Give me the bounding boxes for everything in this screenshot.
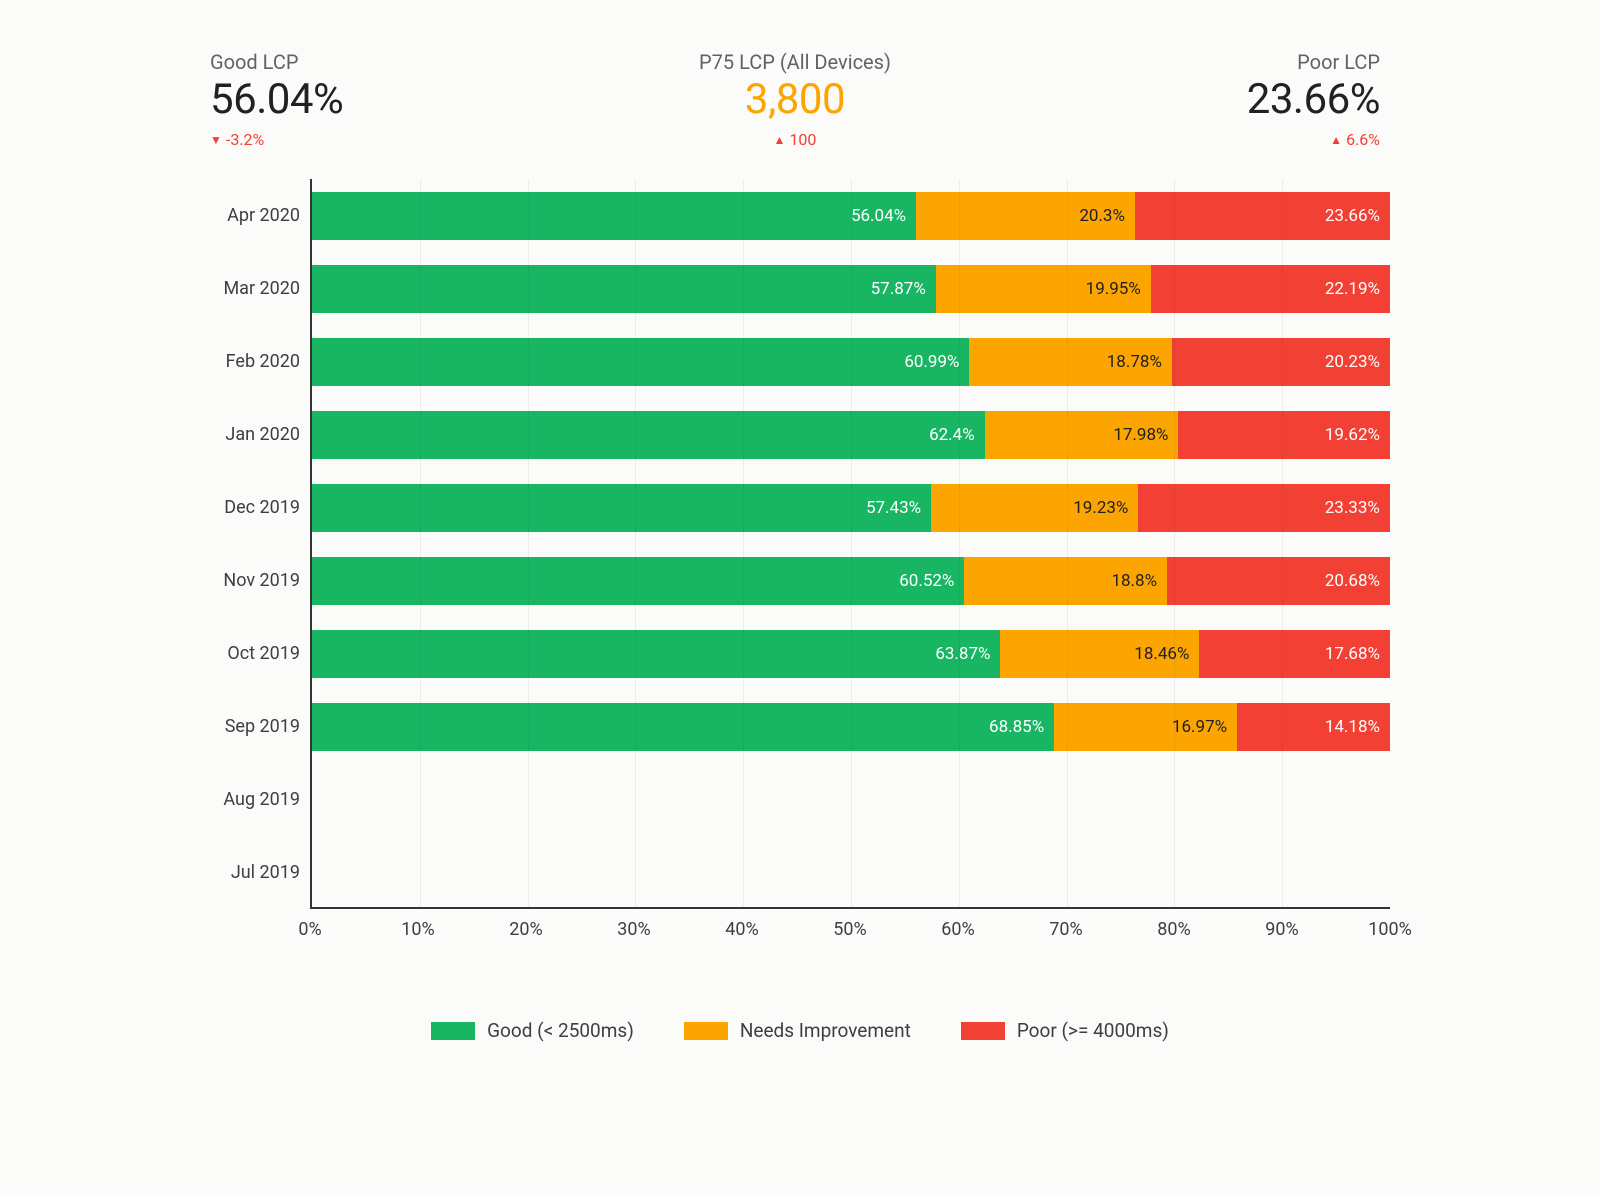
legend-item-good: Good (< 2500ms) (431, 1019, 634, 1042)
grid-line (1282, 179, 1283, 907)
metric-poor-lcp: Poor LCP 23.66% ▲ 6.6% (1247, 50, 1380, 149)
bar-segment-good: 57.87% (312, 265, 936, 313)
x-tick-label: 50% (833, 919, 866, 940)
metric-good-lcp: Good LCP 56.04% ▼ -3.2% (210, 50, 343, 149)
bar-segment-good: 60.99% (312, 338, 969, 386)
bar-segment-good: 57.43% (312, 484, 931, 532)
x-tick-label: 70% (1049, 919, 1082, 940)
bar-segment-needs: 16.97% (1054, 703, 1237, 751)
bar-segment-poor: 23.66% (1135, 192, 1390, 240)
bar-segment-poor: 17.68% (1199, 630, 1390, 678)
x-tick-label: 10% (401, 919, 434, 940)
y-tick-label: Feb 2020 (200, 351, 300, 372)
bar-segment-good: 62.4% (312, 411, 985, 459)
bar-segment-good: 56.04% (312, 192, 916, 240)
grid-line (1067, 179, 1068, 907)
bar-segment-poor: 20.68% (1167, 557, 1390, 605)
bar-segment-good: 68.85% (312, 703, 1054, 751)
metric-delta-value: 6.6% (1346, 130, 1380, 149)
legend-item-poor: Poor (>= 4000ms) (961, 1019, 1169, 1042)
bar-segment-good: 63.87% (312, 630, 1000, 678)
x-tick-label: 90% (1265, 919, 1298, 940)
metrics-row: Good LCP 56.04% ▼ -3.2% P75 LCP (All Dev… (210, 50, 1390, 149)
bar-segment-poor: 23.33% (1138, 484, 1389, 532)
x-tick-label: 80% (1157, 919, 1190, 940)
metric-delta: ▼ -3.2% (210, 130, 264, 149)
legend-item-needs: Needs Improvement (684, 1019, 911, 1042)
metric-delta-value: -3.2% (226, 130, 264, 149)
grid-line (851, 179, 852, 907)
legend-swatch (684, 1022, 728, 1040)
metric-delta-value: 100 (789, 130, 816, 149)
metric-title: Good LCP (210, 50, 298, 74)
bar-segment-poor: 20.23% (1172, 338, 1390, 386)
bar-segment-good: 60.52% (312, 557, 964, 605)
bar-segment-poor: 19.62% (1178, 411, 1390, 459)
metric-value: 56.04% (210, 76, 343, 124)
chart-legend: Good (< 2500ms) Needs Improvement Poor (>=… (210, 1019, 1390, 1042)
bar-segment-needs: 18.78% (969, 338, 1171, 386)
y-tick-label: Jan 2020 (200, 424, 300, 445)
bar-segment-needs: 19.95% (936, 265, 1151, 313)
bar-segment-poor: 22.19% (1151, 265, 1390, 313)
metric-value: 23.66% (1247, 76, 1380, 124)
legend-label: Needs Improvement (740, 1019, 911, 1042)
y-tick-label: Mar 2020 (200, 278, 300, 299)
metric-p75-lcp: P75 LCP (All Devices) 3,800 ▲ 100 (699, 50, 891, 149)
bar-segment-needs: 18.46% (1000, 630, 1199, 678)
bar-segment-poor: 14.18% (1237, 703, 1390, 751)
chart-x-axis: 0%10%20%30%40%50%60%70%80%90%100% (310, 909, 1390, 949)
grid-line (420, 179, 421, 907)
metric-delta: ▲ 6.6% (1330, 130, 1380, 149)
y-tick-label: Jul 2019 (200, 862, 300, 883)
grid-line (959, 179, 960, 907)
grid-line (635, 179, 636, 907)
metric-title: P75 LCP (All Devices) (699, 50, 891, 74)
legend-label: Good (< 2500ms) (487, 1019, 634, 1042)
y-tick-label: Dec 2019 (200, 497, 300, 518)
chart-plot-area: Apr 202056.04%20.3%23.66%Mar 202057.87%1… (310, 179, 1390, 909)
bar-segment-needs: 20.3% (916, 192, 1135, 240)
y-tick-label: Sep 2019 (200, 716, 300, 737)
arrow-down-icon: ▼ (210, 134, 222, 146)
y-tick-label: Nov 2019 (200, 570, 300, 591)
legend-swatch (431, 1022, 475, 1040)
grid-line (528, 179, 529, 907)
x-tick-label: 30% (617, 919, 650, 940)
bar-segment-needs: 19.23% (931, 484, 1138, 532)
legend-swatch (961, 1022, 1005, 1040)
grid-line (1174, 179, 1175, 907)
y-tick-label: Aug 2019 (200, 789, 300, 810)
x-tick-label: 100% (1368, 919, 1412, 940)
arrow-up-icon: ▲ (774, 134, 786, 146)
arrow-up-icon: ▲ (1330, 134, 1342, 146)
metric-delta: ▲ 100 (774, 130, 817, 149)
bar-segment-needs: 17.98% (985, 411, 1179, 459)
metric-value: 3,800 (745, 76, 845, 124)
metric-title: Poor LCP (1297, 50, 1380, 74)
x-tick-label: 0% (298, 919, 321, 940)
y-tick-label: Oct 2019 (200, 643, 300, 664)
lcp-distribution-chart: Apr 202056.04%20.3%23.66%Mar 202057.87%1… (210, 179, 1390, 949)
x-tick-label: 20% (509, 919, 542, 940)
x-tick-label: 60% (941, 919, 974, 940)
x-tick-label: 40% (725, 919, 758, 940)
legend-label: Poor (>= 4000ms) (1017, 1019, 1169, 1042)
grid-line (743, 179, 744, 907)
y-tick-label: Apr 2020 (200, 205, 300, 226)
